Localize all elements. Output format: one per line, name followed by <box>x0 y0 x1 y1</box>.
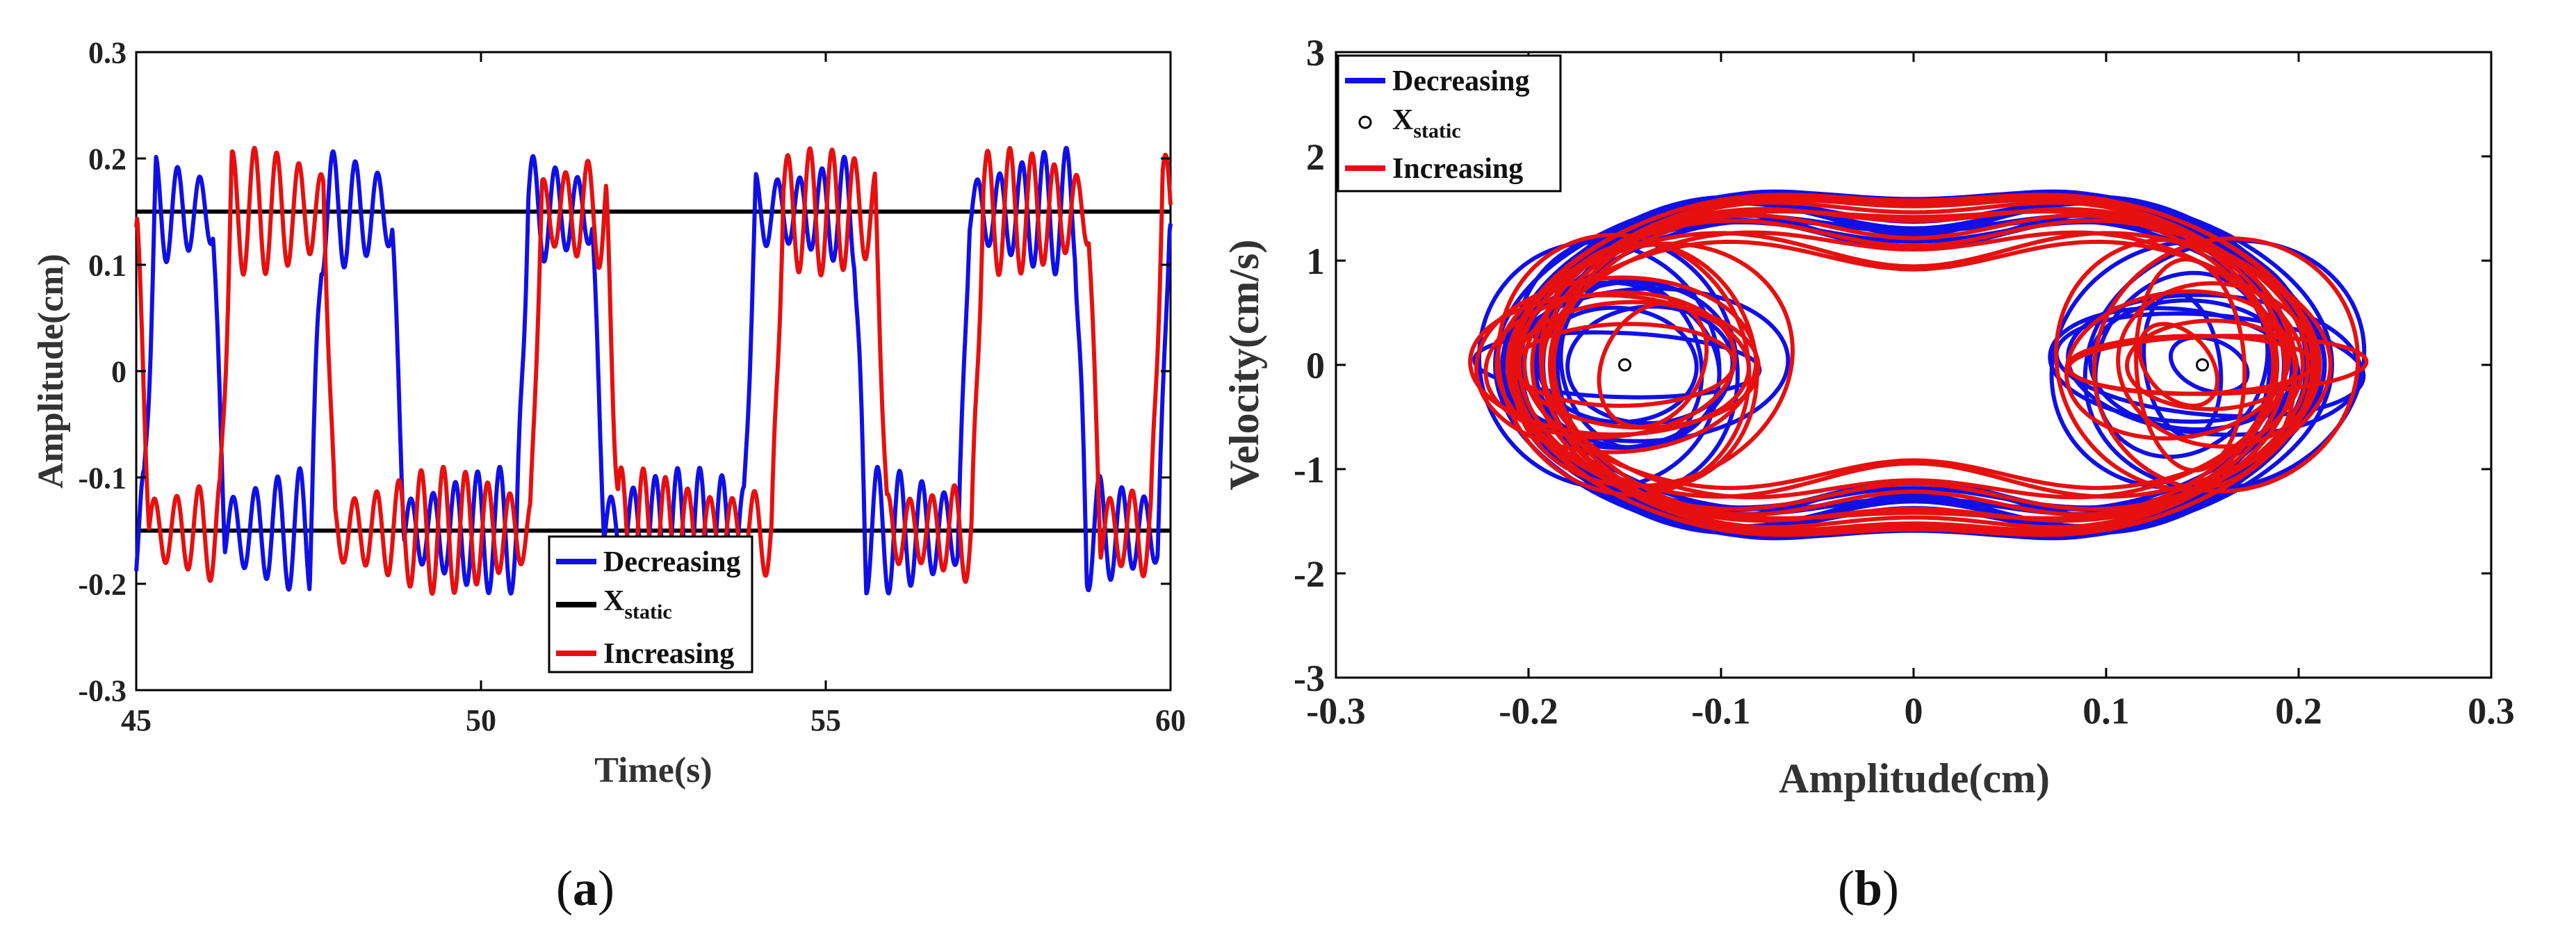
x-tick-label-b: 0.1 <box>2082 690 2130 732</box>
phase-orbit-inner-decreasing <box>1501 286 1791 443</box>
y-tick-label-a: -0.2 <box>78 567 127 601</box>
phase-orbit-inner-increasing <box>1496 233 1752 497</box>
phase-orbit-outer-increasing <box>1508 194 2319 536</box>
legend-label-xstatic-a: Xstatic <box>603 585 672 623</box>
x-tick-label-b: -0.1 <box>1691 690 1750 732</box>
phase-orbit-outer-increasing <box>1517 207 2310 523</box>
phase-orbit-outer-increasing <box>1522 239 2305 491</box>
caption-b-close: ) <box>1882 860 1899 916</box>
x-tick-label-a: 50 <box>466 703 496 737</box>
y-tick-label-a: -0.3 <box>78 673 127 708</box>
y-tick-label-a: 0.2 <box>88 142 127 176</box>
phase-orbit-inner-increasing <box>1538 240 1759 489</box>
caption-a-open: ( <box>556 860 573 916</box>
phase-orbit-inner-increasing <box>1513 322 1737 408</box>
legend-a: Decreasing Xstatic Increasing <box>548 535 753 673</box>
series-line-decreasing-a <box>134 145 1173 597</box>
phase-orbit-inner-decreasing <box>2088 298 2297 432</box>
ticks-b: -0.3 -0.2 -0.1 0 0.1 0.2 0.3 -3 -2 -1 0 1 2 3 <box>1294 32 2515 732</box>
phase-orbit-inner-increasing <box>2124 318 2299 411</box>
caption-b-open: ( <box>1838 860 1854 916</box>
panel-a-time-series: 45 50 55 60 -0.3 -0.2 -0.1 0 0.1 0.2 0.3 Amplitude… <box>31 35 1186 916</box>
phase-orbit-inner-increasing <box>2066 334 2369 396</box>
y-tick-label-b: -3 <box>1294 657 1325 699</box>
y-tick-label-b: 2 <box>1306 136 1325 178</box>
phase-orbit-inner-increasing <box>2064 289 2292 441</box>
legend-b: Decreasing Xstatic Increasing <box>1337 54 1562 193</box>
phase-orbit-inner-decreasing <box>2082 238 2367 491</box>
y-tick-label-b: 0 <box>1306 345 1325 386</box>
y-tick-label-b: -1 <box>1294 449 1325 491</box>
phase-orbit-inner-increasing <box>2054 238 2297 492</box>
panel-b-phase-portrait: -0.3 -0.2 -0.1 0 0.1 0.2 0.3 -3 -2 -1 0 1 2 3 Velocit… <box>1221 32 2515 916</box>
legend-label-x-sub-b: static <box>1413 120 1460 142</box>
ticks-a: 45 50 55 60 -0.3 -0.2 -0.1 0 0.1 0.2 0.3 <box>78 35 1186 737</box>
legend-label-decreasing-b: Decreasing <box>1392 65 1530 97</box>
y-tick-label-b: 3 <box>1306 32 1325 74</box>
caption-b-letter: b <box>1854 860 1882 916</box>
phase-orbit-inner-increasing <box>2134 257 2247 473</box>
y-tick-label-b: -2 <box>1294 553 1325 595</box>
y-tick-label-b: 1 <box>1306 240 1325 282</box>
phase-orbit-inner-increasing <box>1474 275 1759 455</box>
legend-label-decreasing-a: Decreasing <box>603 546 741 578</box>
caption-a-close: ) <box>598 860 614 916</box>
y-tick-label-a: 0.1 <box>88 248 127 282</box>
y-tick-label-a: 0 <box>111 354 127 389</box>
phase-orbit-inner-increasing <box>2137 322 2220 408</box>
y-axis-label-a: Amplitude(cm) <box>31 254 71 489</box>
phase-orbit-outer-increasing <box>1547 197 2280 532</box>
x-axis-label-a: Time(s) <box>594 751 712 790</box>
legend-label-xstatic-b: Xstatic <box>1392 104 1461 142</box>
legend-label-increasing-a: Increasing <box>603 638 734 670</box>
x-tick-label-b: -0.2 <box>1499 690 1558 732</box>
x-tick-label-a: 55 <box>810 703 841 737</box>
y-axis-label-b: Velocity(cm/s) <box>1221 240 1267 491</box>
caption-a: (a) <box>556 860 614 916</box>
phase-orbit-outer-decreasing <box>1533 218 2294 512</box>
phase-orbit-inner-decreasing <box>1535 305 1699 425</box>
caption-b: (b) <box>1838 860 1899 916</box>
legend-label-x-sub-a: static <box>624 600 671 623</box>
phase-orbit-inner-increasing <box>2092 236 2361 493</box>
x-axis-label-b: Amplitude(cm) <box>1779 755 2050 801</box>
x-tick-label-a: 60 <box>1155 703 1186 737</box>
x-tick-label-b: 0.3 <box>2468 690 2515 732</box>
legend-label-increasing-b: Increasing <box>1392 153 1523 185</box>
caption-a-letter: a <box>573 860 598 916</box>
y-tick-label-a: 0.3 <box>88 35 127 70</box>
xstatic-point-b <box>2196 358 2209 372</box>
series-group-b <box>1468 189 2369 541</box>
xstatic-point-b <box>1618 358 1631 372</box>
legend-marker-xstatic-b <box>1358 115 1372 129</box>
x-tick-label-a: 45 <box>121 703 152 737</box>
phase-orbit-inner-increasing <box>1597 300 1709 430</box>
legend-label-x-b: X <box>1392 104 1413 136</box>
x-tick-label-b: 0.2 <box>2275 690 2322 732</box>
x-tick-label-b: -0.3 <box>1306 690 1365 732</box>
y-tick-label-a: -0.1 <box>78 461 127 495</box>
x-tick-label-b: 0 <box>1905 690 1923 732</box>
legend-label-x-a: X <box>603 585 624 617</box>
